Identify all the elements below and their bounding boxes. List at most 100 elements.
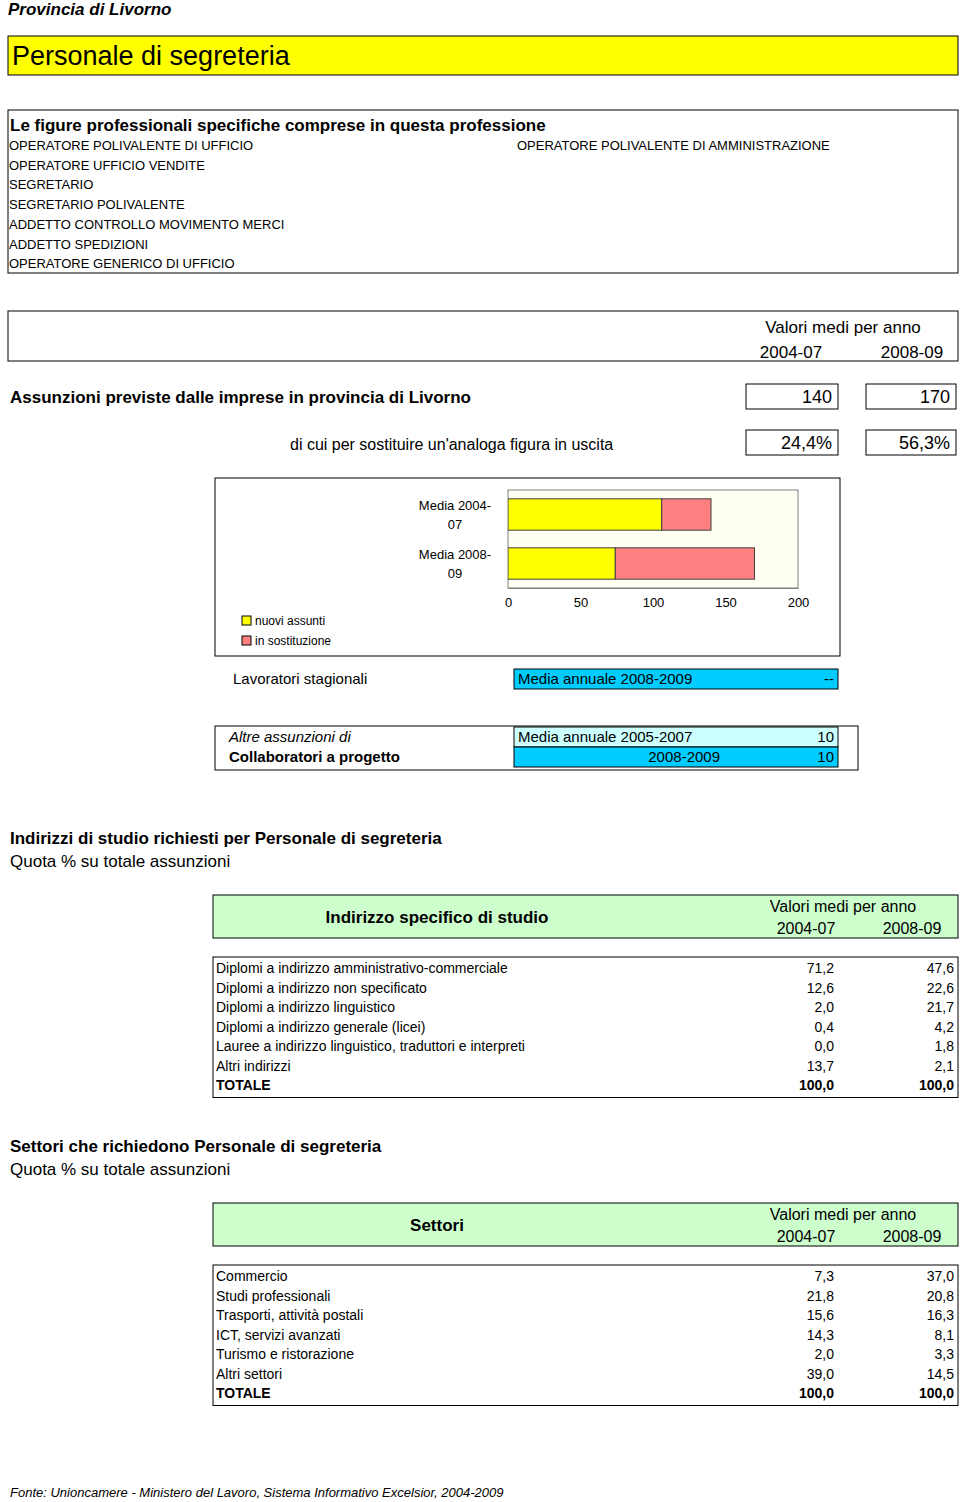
period: 2008-09 [883, 1228, 942, 1245]
cell-value: 14,3 [807, 1327, 834, 1343]
row-label: Altri indirizzi [216, 1058, 291, 1074]
total-value: 100,0 [799, 1077, 834, 1093]
column-heading: Indirizzo specifico di studio [326, 908, 549, 927]
category-label: Media 2008-09 [419, 547, 491, 581]
category-label: Media 2004-07 [419, 498, 491, 532]
legend-label: nuovi assunti [255, 614, 325, 628]
figure-item: SEGRETARIO POLIVALENTE [9, 197, 185, 212]
page-title: Personale di segreteria [12, 41, 291, 71]
bar [662, 499, 711, 530]
x-axis: 0 50 100 150 200 [505, 588, 809, 610]
row-label: Diplomi a indirizzo non specificato [216, 980, 427, 996]
seasonal-value: -- [824, 670, 834, 687]
row-label: Turismo e ristorazione [216, 1346, 354, 1362]
value-box [746, 384, 838, 409]
collab-frame [215, 726, 858, 770]
period-heading: Valori medi per anno [765, 318, 921, 337]
tick-label: 100 [643, 595, 665, 610]
table-body [213, 1265, 958, 1406]
value-box [866, 384, 956, 409]
period: 2004-07 [777, 920, 836, 937]
table-body [213, 957, 958, 1098]
period: 2008-09 [883, 920, 942, 937]
cell-value: 47,6 [927, 960, 954, 976]
collab-box [514, 747, 838, 767]
source: Fonte: Unioncamere - Ministero del Lavor… [10, 1485, 504, 1500]
cell-value: 21,8 [807, 1288, 834, 1304]
bar [615, 548, 754, 579]
cell-value: 22,6 [927, 980, 954, 996]
cell-value: 0,4 [815, 1019, 835, 1035]
cell-value: 13,7 [807, 1058, 834, 1074]
table-header [213, 895, 958, 938]
legend-swatch [242, 636, 251, 645]
figure-item: SEGRETARIO [9, 177, 93, 192]
figure-item: ADDETTO SPEDIZIONI [9, 237, 148, 252]
cell-value: 1,8 [935, 1038, 955, 1054]
legend-label: in sostituzione [255, 634, 331, 648]
collab-period: 2008-2009 [648, 748, 720, 765]
table-subtitle: Quota % su totale assunzioni [10, 852, 230, 871]
cell-value: 12,6 [807, 980, 834, 996]
chart-frame [215, 478, 840, 656]
row-label: Lauree a indirizzo linguistico, tradutto… [216, 1038, 525, 1054]
total-value: 100,0 [799, 1385, 834, 1401]
seasonal-period: Media annuale 2008-2009 [518, 670, 692, 687]
collab-label: Collaboratori a progetto [229, 748, 400, 765]
cell-value: 21,7 [927, 999, 954, 1015]
collab-value: 10 [817, 728, 834, 745]
row-label: Diplomi a indirizzo generale (licei) [216, 1019, 425, 1035]
bar [508, 499, 662, 530]
row-label: Diplomi a indirizzo linguistico [216, 999, 395, 1015]
figure-item: OPERATORE POLIVALENTE DI AMMINISTRAZIONE [517, 138, 830, 153]
hiring-label: Assunzioni previste dalle imprese in pro… [10, 388, 471, 407]
tick-label: 150 [715, 595, 737, 610]
cell-value: 2,1 [935, 1058, 955, 1074]
period: 2008-09 [881, 343, 943, 362]
plot-wall [508, 490, 798, 588]
row-label: ICT, servizi avanzati [216, 1327, 340, 1343]
cell-value: 14,5 [927, 1366, 954, 1382]
cell-value: 4,2 [935, 1019, 955, 1035]
cell-value: 37,0 [927, 1268, 954, 1284]
row-label: Trasporti, attività postali [216, 1307, 363, 1323]
period: 2004-07 [760, 343, 822, 362]
collab-value: 10 [817, 748, 834, 765]
cell-value: 20,8 [927, 1288, 954, 1304]
figure-item: OPERATORE GENERICO DI UFFICIO [9, 256, 235, 271]
tick: 100 [643, 588, 665, 610]
axis-line [509, 588, 799, 589]
tick: 50 [574, 588, 588, 610]
hiring-label: di cui per sostituire un'analoga figura … [290, 436, 613, 453]
row-label: Altri settori [216, 1366, 282, 1382]
cell-value: 0,0 [815, 1038, 835, 1054]
collab-box [514, 727, 838, 747]
cell-value: 71,2 [807, 960, 834, 976]
cell-value: 7,3 [815, 1268, 835, 1284]
total-value: 100,0 [919, 1385, 954, 1401]
legend-swatch [242, 616, 251, 625]
page: Provincia di Livorno Personale di segrete… [0, 0, 960, 1502]
total-label: TOTALE [216, 1077, 271, 1093]
cell-value: 15,6 [807, 1307, 834, 1323]
hiring-header-box [8, 311, 958, 361]
tick-label: 50 [574, 595, 588, 610]
tick-label: 0 [505, 595, 512, 610]
legend: nuovi assunti in sostituzione [242, 614, 331, 648]
seasonal-box [514, 669, 838, 689]
figures-box [8, 110, 958, 273]
cell-value: 8,1 [935, 1327, 955, 1343]
row-label: Studi professionali [216, 1288, 330, 1304]
tick: 200 [788, 588, 810, 610]
bars [508, 499, 755, 579]
value-box [746, 430, 838, 455]
period-heading: Valori medi per anno [770, 898, 917, 915]
row-label: Diplomi a indirizzo amministrativo-comme… [216, 960, 508, 976]
table-subtitle: Quota % su totale assunzioni [10, 1160, 230, 1179]
tick: 150 [715, 588, 737, 610]
table-title: Settori che richiedono Personale di segr… [10, 1137, 382, 1156]
province: Provincia di Livorno [8, 0, 171, 19]
figure-item: OPERATORE UFFICIO VENDITE [9, 158, 205, 173]
table-header [213, 1203, 958, 1246]
collab-period: Media annuale 2005-2007 [518, 728, 692, 745]
